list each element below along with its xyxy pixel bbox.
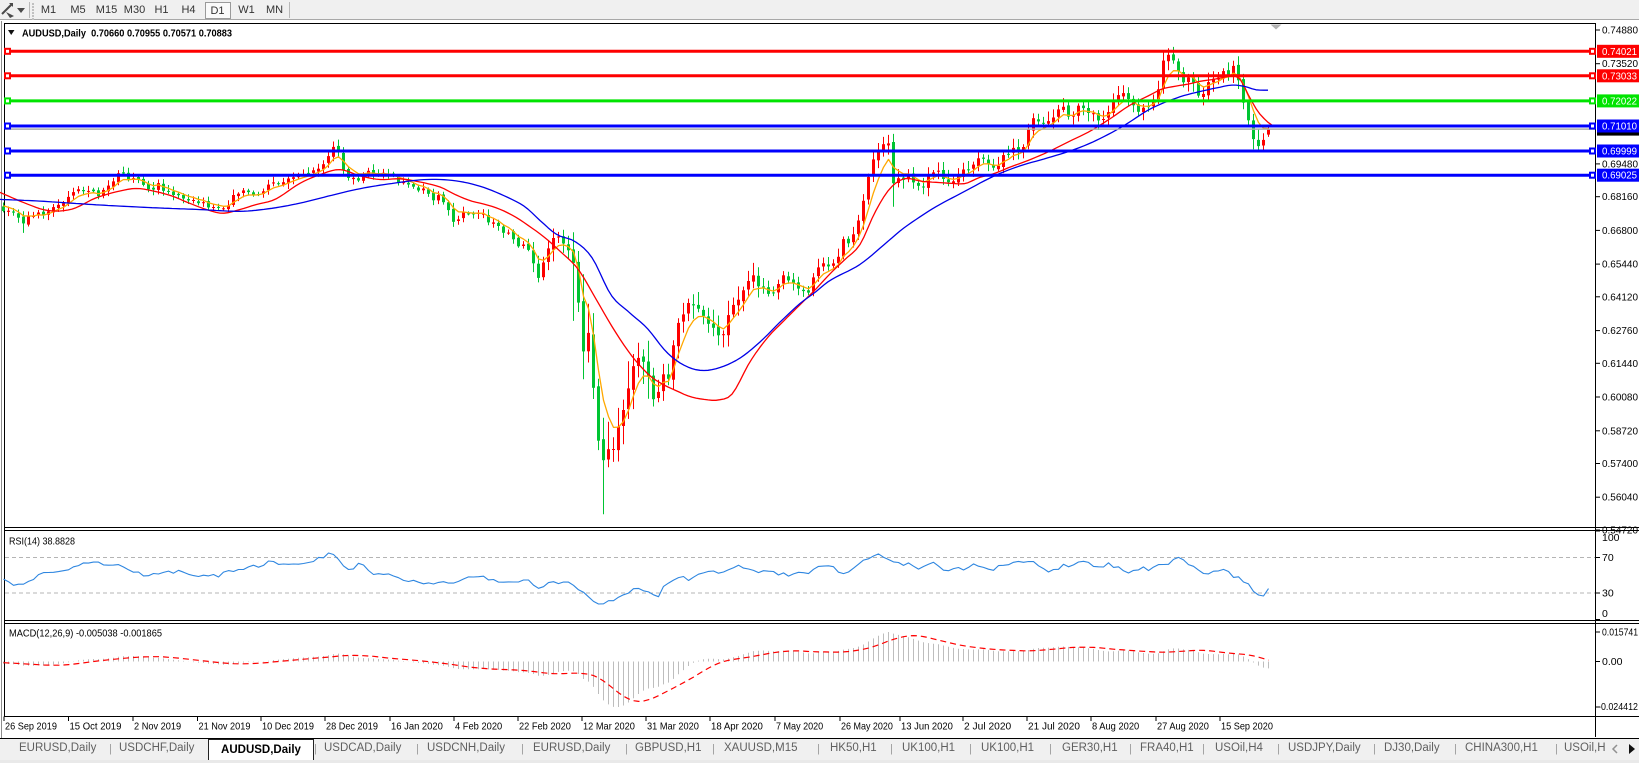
svg-text:-0.024412: -0.024412	[1598, 701, 1638, 713]
svg-text:0.73520: 0.73520	[1602, 58, 1638, 70]
svg-text:0.71010: 0.71010	[1602, 121, 1637, 133]
svg-text:0.69480: 0.69480	[1602, 158, 1638, 170]
svg-text:2 Jul 2020: 2 Jul 2020	[964, 721, 1011, 733]
svg-text:0.56040: 0.56040	[1602, 492, 1638, 504]
svg-text:70: 70	[1602, 552, 1614, 564]
svg-text:22 Feb 2020: 22 Feb 2020	[519, 721, 571, 733]
svg-text:0.66800: 0.66800	[1602, 225, 1638, 237]
svg-text:31 Mar 2020: 31 Mar 2020	[647, 721, 699, 733]
svg-text:0.68160: 0.68160	[1602, 191, 1638, 203]
svg-text:21 Nov 2019: 21 Nov 2019	[199, 721, 251, 733]
svg-text:0.74021: 0.74021	[1602, 46, 1637, 58]
svg-text:0.54720: 0.54720	[1602, 525, 1638, 537]
svg-text:0: 0	[1602, 608, 1608, 620]
svg-text:7 May 2020: 7 May 2020	[776, 721, 823, 733]
svg-text:AUDUSD,Daily 0.70660 0.70955: AUDUSD,Daily 0.70660 0.70955 0.70571 0.7…	[22, 28, 232, 40]
svg-text:0.69999: 0.69999	[1602, 146, 1637, 158]
svg-text:0.61440: 0.61440	[1602, 358, 1638, 370]
svg-text:0.00: 0.00	[1602, 656, 1623, 668]
svg-text:10 Dec 2019: 10 Dec 2019	[262, 721, 314, 733]
svg-text:26 Sep 2019: 26 Sep 2019	[5, 721, 57, 733]
svg-text:13 Jun 2020: 13 Jun 2020	[901, 721, 953, 733]
svg-text:27 Aug 2020: 27 Aug 2020	[1157, 721, 1209, 733]
svg-text:21 Jul 2020: 21 Jul 2020	[1028, 721, 1080, 733]
svg-text:15 Oct 2019: 15 Oct 2019	[70, 721, 122, 733]
svg-text:0.57400: 0.57400	[1602, 458, 1638, 470]
svg-text:0.64120: 0.64120	[1602, 291, 1638, 303]
svg-text:16 Jan 2020: 16 Jan 2020	[391, 721, 443, 733]
svg-text:0.65440: 0.65440	[1602, 259, 1638, 271]
svg-text:28 Dec 2019: 28 Dec 2019	[326, 721, 378, 733]
svg-text:0.69025: 0.69025	[1602, 170, 1637, 182]
svg-text:12 Mar 2020: 12 Mar 2020	[583, 721, 635, 733]
svg-text:0.60080: 0.60080	[1602, 392, 1638, 404]
svg-text:2 Nov 2019: 2 Nov 2019	[134, 721, 181, 733]
svg-text:0.58720: 0.58720	[1602, 425, 1638, 437]
svg-text:0.015741: 0.015741	[1602, 627, 1638, 639]
svg-text:8 Aug 2020: 8 Aug 2020	[1092, 721, 1139, 733]
svg-text:18 Apr 2020: 18 Apr 2020	[711, 721, 763, 733]
svg-text:26 May 2020: 26 May 2020	[841, 721, 893, 733]
svg-text:0.74880: 0.74880	[1602, 25, 1638, 37]
svg-text:MACD(12,26,9) -0.005038 -0.001: MACD(12,26,9) -0.005038 -0.001865	[9, 628, 162, 640]
svg-text:30: 30	[1602, 588, 1614, 600]
svg-text:15 Sep 2020: 15 Sep 2020	[1221, 721, 1273, 733]
svg-text:100: 100	[1602, 532, 1620, 544]
svg-text:0.62760: 0.62760	[1602, 325, 1638, 337]
svg-text:0.73033: 0.73033	[1602, 70, 1637, 82]
svg-text:0.72022: 0.72022	[1602, 95, 1637, 107]
svg-text:RSI(14) 38.8828: RSI(14) 38.8828	[9, 536, 75, 548]
svg-text:4 Feb 2020: 4 Feb 2020	[455, 721, 502, 733]
